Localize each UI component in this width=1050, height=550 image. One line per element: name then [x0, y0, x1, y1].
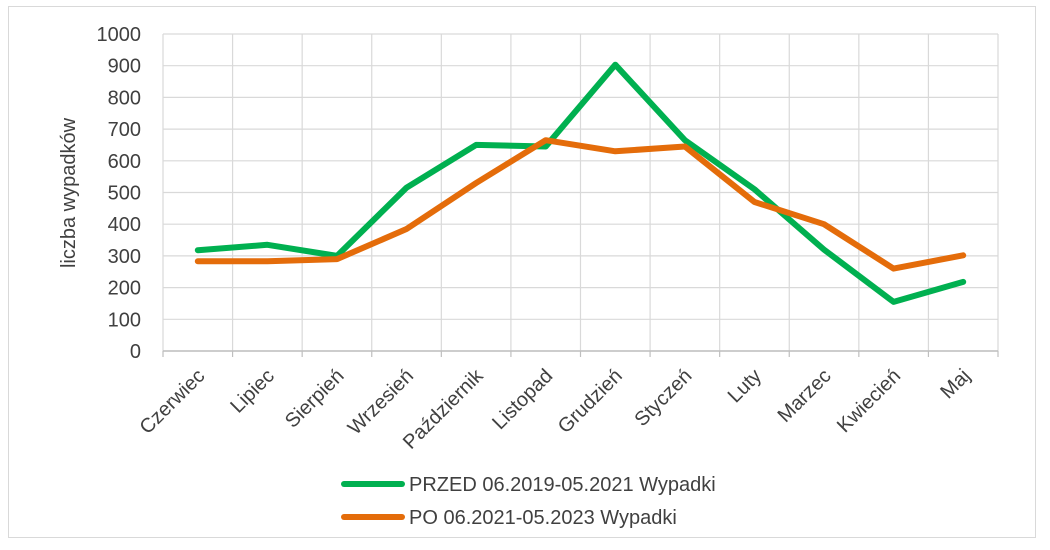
series-line [194, 61, 967, 305]
x-tick-label: Wrzesień [344, 365, 418, 439]
x-tick-label: Czerwiec [136, 365, 210, 439]
x-tick-label: Grudzień [554, 365, 627, 438]
y-tick-label: 900 [108, 56, 141, 78]
y-tick-label: 200 [108, 278, 141, 300]
y-tick-label: 0 [130, 341, 141, 363]
x-tick-label: Maj [936, 365, 974, 403]
legend-label: PO 06.2021-05.2023 Wypadki [409, 507, 677, 529]
y-axis-label: liczba wypadków [58, 117, 80, 268]
y-tick-label: 300 [108, 246, 141, 268]
y-axis-ticks: 0 100 200 300 400 500 600 700 800 900 1000 [97, 24, 142, 363]
y-tick-label: 800 [108, 87, 141, 109]
legend: PRZED 06.2019-05.2021 Wypadki PO 06.2021-… [341, 474, 716, 529]
x-tick-label: Sierpień [281, 365, 348, 432]
x-axis-ticks: Czerwiec Lipiec SierpieńWrzesieńPaździerni… [136, 364, 975, 453]
x-tick-label: Marzec [774, 365, 836, 427]
grid-lines [162, 33, 999, 357]
series-line [194, 137, 967, 272]
x-tick-label: Styczeń [631, 365, 697, 431]
x-tick-label: Listopad [488, 365, 557, 434]
y-tick-label: 500 [108, 183, 141, 205]
x-tick-label: Kwiecień [833, 365, 905, 437]
chart-frame [8, 6, 1036, 538]
y-tick-label: 100 [108, 309, 141, 331]
legend-label: PRZED 06.2019-05.2021 Wypadki [409, 474, 716, 496]
series-lines [194, 61, 967, 305]
x-tick-label: Luty [724, 365, 766, 407]
y-tick-label: 400 [108, 214, 141, 236]
y-tick-label: 600 [108, 151, 141, 173]
x-tick-label: Lipiec [226, 365, 279, 418]
y-tick-label: 1000 [97, 24, 142, 46]
y-tick-label: 700 [108, 119, 141, 141]
